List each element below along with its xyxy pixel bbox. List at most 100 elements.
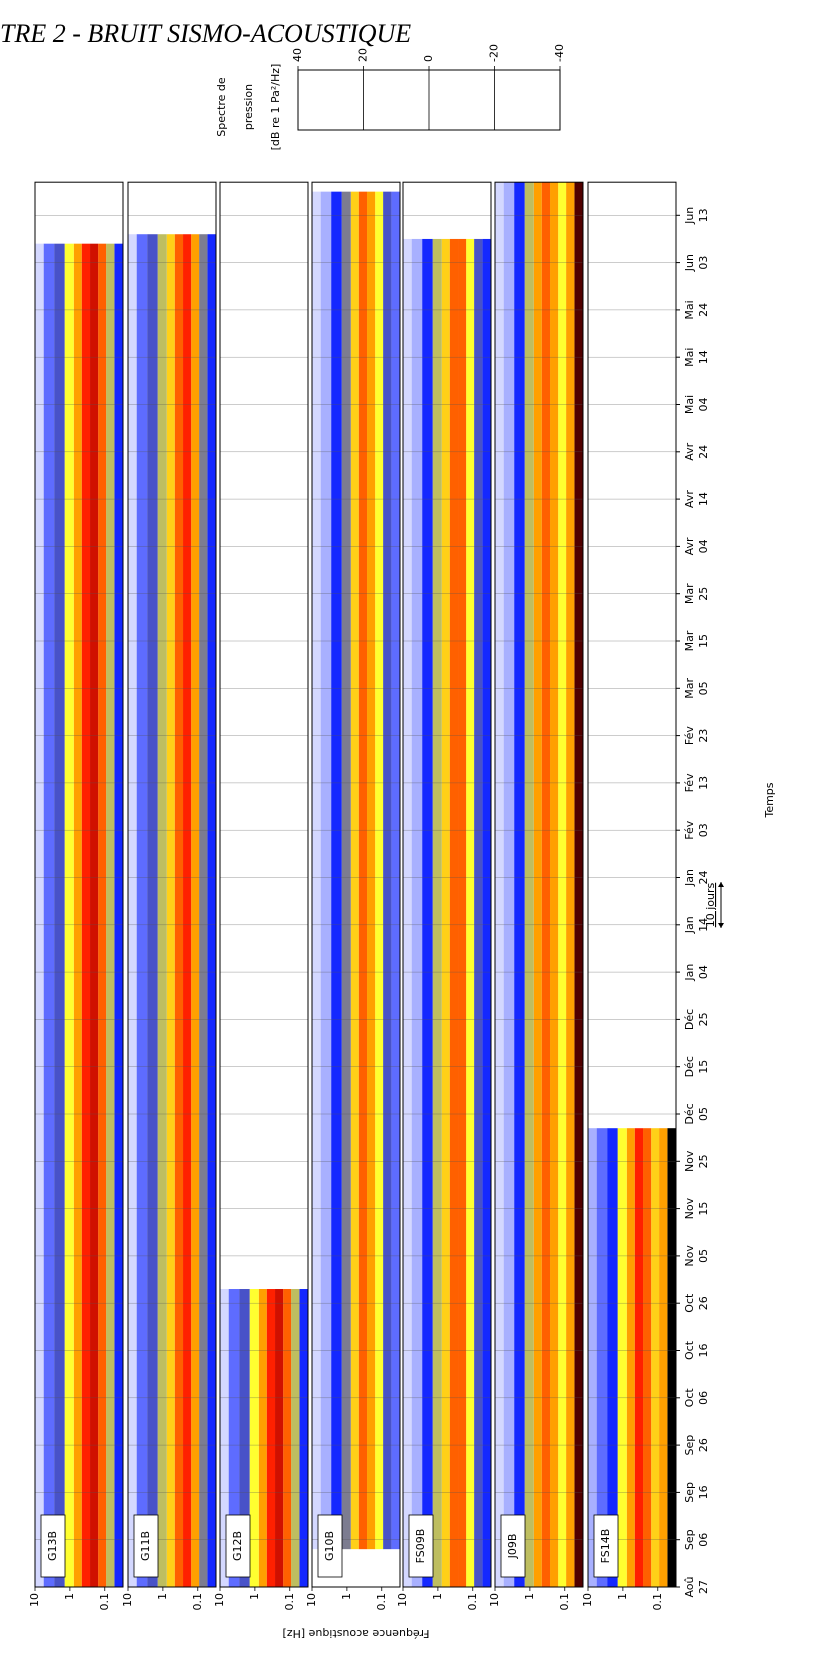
x-tick-label: 03 <box>697 256 710 270</box>
spectrum-cell <box>495 182 504 1587</box>
spectrum-cell <box>358 191 368 1550</box>
y-tick-label: 10 <box>213 1593 226 1607</box>
spectrum-cell <box>541 182 551 1587</box>
x-tick-month: Déc <box>683 1103 696 1124</box>
spectrum-cell <box>432 238 442 1587</box>
panel-frame-bg <box>220 182 308 1587</box>
station-label-box <box>133 1514 159 1578</box>
y-tick-label: 0.1 <box>466 1593 479 1611</box>
x-axis-label: Temps <box>763 782 776 818</box>
y-tick-label: 10 <box>305 1593 318 1607</box>
spectrum-cell <box>114 243 123 1587</box>
x-tick-month: Sep <box>683 1529 696 1550</box>
spectrum-cell <box>643 1128 652 1587</box>
spectrum-cell <box>514 182 525 1587</box>
x-tick-label: 06 <box>697 1533 710 1547</box>
spectrum-cell <box>207 234 217 1587</box>
station-label: FS09B <box>414 1529 427 1564</box>
x-tick-label: 24 <box>697 445 710 459</box>
x-tick-label: 25 <box>697 1154 710 1168</box>
spectrum-cell <box>367 191 376 1550</box>
spectrum-cell <box>341 191 351 1550</box>
y-tick-label: 10 <box>488 1593 501 1607</box>
spectrum-cell <box>391 191 400 1550</box>
spectrum-cell <box>81 243 91 1587</box>
y-tick-label: 0.1 <box>375 1593 388 1611</box>
spectrum-cell <box>607 1128 618 1587</box>
panel-frame <box>34 181 124 1588</box>
x-tick-label: 26 <box>697 1296 710 1310</box>
spectrum-cell <box>659 1128 668 1587</box>
x-tick-label: 26 <box>697 1438 710 1452</box>
spectrum-cell <box>651 1128 660 1587</box>
spectrum-cell <box>533 182 542 1587</box>
spectrum-cell <box>174 234 184 1587</box>
spectrum-cell <box>299 1289 308 1587</box>
x-tick-label: 03 <box>697 823 710 837</box>
spectrum-cell <box>550 182 559 1587</box>
x-tick-month: Déc <box>683 1009 696 1030</box>
colorbar-tick-label: 0 <box>422 55 435 62</box>
spectrum-cell <box>441 238 450 1587</box>
scale-bar-label: 10 jours <box>704 882 717 927</box>
colorbar-tick-label: 20 <box>357 48 370 62</box>
y-tick-label: 10 <box>121 1593 134 1607</box>
spectrum-cell <box>35 243 44 1587</box>
x-tick-label: 15 <box>697 1060 710 1074</box>
station-label-box <box>40 1514 66 1578</box>
station-label: J09B <box>506 1534 519 1560</box>
colorbar-tick-label: -20 <box>488 44 501 62</box>
spectrum-cell <box>449 238 459 1587</box>
spectrum-cell <box>166 234 175 1587</box>
x-tick-label: 24 <box>697 303 710 317</box>
x-tick-label: 14 <box>697 492 710 506</box>
station-label-box <box>500 1514 526 1578</box>
x-tick-month: Jan <box>683 964 696 982</box>
y-tick-label: 0.1 <box>98 1593 111 1611</box>
spectrum-cell <box>90 243 99 1587</box>
spectrum-cell <box>331 191 342 1550</box>
x-tick-month: Mai <box>683 395 696 414</box>
colorbar-label: pression <box>242 84 255 130</box>
panel-frame <box>219 181 309 1588</box>
spectrum-cell <box>147 234 158 1587</box>
spectrum-cell <box>98 243 107 1587</box>
x-tick-month: Sep <box>683 1435 696 1456</box>
station-label-box <box>225 1514 251 1578</box>
spectrum-cell <box>199 234 208 1587</box>
station-label-box <box>408 1514 434 1578</box>
spectrum-cell <box>258 1289 267 1587</box>
spectrum-cell <box>320 191 332 1550</box>
x-tick-month: Jun <box>683 254 696 272</box>
x-tick-label: 25 <box>697 587 710 601</box>
spectrum-cell <box>634 1128 644 1587</box>
y-axis-label: Fréquence acoustique [Hz] <box>282 1627 429 1640</box>
x-tick-month: Fév <box>683 726 696 745</box>
scale-bar-head <box>718 882 724 928</box>
colorbar-label: Spectre de <box>215 77 228 137</box>
colorbar-label: [dB re 1 Pa²/Hz] <box>269 64 282 151</box>
station-label: G11B <box>139 1531 152 1561</box>
spectrum-cell <box>566 182 575 1587</box>
station-label-box <box>593 1514 619 1578</box>
x-tick-label: 04 <box>697 398 710 412</box>
spectrum-cell <box>136 234 148 1587</box>
spectrum-cell <box>275 1289 284 1587</box>
colorbar-tick-label: -40 <box>553 44 566 62</box>
x-tick-month: Mai <box>683 348 696 367</box>
spectrum-cell <box>574 182 584 1587</box>
spectrum-cell <box>667 1128 677 1587</box>
spectrum-cell <box>106 243 115 1587</box>
page-header: TRE 2 - BRUIT SISMO-ACOUSTIQUE <box>0 19 411 48</box>
station-label: G10B <box>323 1531 336 1561</box>
x-tick-label: 23 <box>697 729 710 743</box>
spectrum-cell <box>249 1289 259 1587</box>
spectrum-cell <box>383 191 392 1550</box>
x-tick-month: Avr <box>683 490 696 508</box>
x-tick-label: 05 <box>697 681 710 695</box>
x-tick-label: 13 <box>697 776 710 790</box>
y-tick-label: 0.1 <box>191 1593 204 1611</box>
x-tick-label: 15 <box>697 1202 710 1216</box>
y-tick-label: 10 <box>28 1593 41 1607</box>
